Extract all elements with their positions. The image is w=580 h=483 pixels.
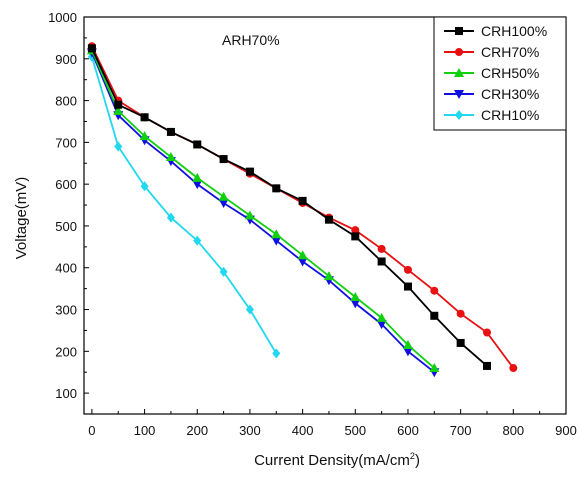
data-point [218,198,229,208]
data-point [245,304,254,315]
data-point [219,155,228,164]
legend-marker-CRH30% [454,90,464,99]
data-point [165,151,176,161]
x-tick-label: 400 [292,423,314,438]
data-point [271,236,282,246]
legend-label: CRH50% [481,65,539,81]
data-point [193,140,202,149]
data-point [351,232,360,241]
data-point [350,299,361,309]
data-point [430,311,439,320]
y-tick-label: 500 [55,219,77,234]
data-point [113,106,124,116]
data-point [376,320,387,330]
x-axis-label: Current Density(mA/cm2) [254,451,420,469]
data-point [271,229,282,239]
x-axis-label-main: Current Density(mA/cm [254,452,410,469]
y-tick-label: 400 [55,261,77,276]
data-point [87,44,96,53]
data-point [219,266,228,277]
data-point [166,127,175,136]
x-tick-label: 900 [555,423,577,438]
x-tick-label: 200 [186,423,208,438]
data-point [272,184,281,193]
data-point [166,212,175,223]
y-tick-label: 200 [55,344,77,359]
data-point [482,361,491,370]
y-tick-label: 1000 [48,10,77,25]
data-point [139,131,150,141]
data-point [192,180,203,190]
legend-label: CRH10% [481,107,539,123]
data-point [323,271,334,281]
x-tick-label: 700 [450,423,472,438]
series-line-CRH10% [91,56,278,354]
data-point [114,100,123,109]
legend-label: CRH70% [481,44,539,60]
data-point [376,312,387,322]
data-point [244,210,255,220]
data-point [456,309,465,318]
x-tick-label: 600 [397,423,419,438]
data-point [377,244,386,253]
y-tick-label: 900 [55,52,77,67]
x-tick-label: 300 [239,423,261,438]
data-point [324,215,333,224]
data-point [429,363,440,373]
x-tick-label: 500 [344,423,366,438]
plot-layer: 0 100 200 300 400 500 600 700 800 900 100 200 300 400… [48,10,577,438]
data-point [298,196,307,205]
data-point [509,364,518,373]
data-point [140,181,149,192]
data-point [430,286,439,295]
data-point [114,141,123,152]
data-point [350,291,361,301]
data-point [140,113,149,122]
x-tick-label: 0 [88,423,95,438]
series-line-CRH100% [91,47,488,367]
legend-marker-CRH100% [455,27,463,35]
data-point [272,348,281,359]
data-point [297,257,308,267]
data-point [402,347,413,357]
y-tick-label: 800 [55,94,77,109]
legend-marker-CRH10% [455,110,463,120]
y-tick-label: 100 [55,386,77,401]
y-tick-label: 300 [55,303,77,318]
data-point [402,340,413,350]
data-point [403,282,412,291]
data-point [351,226,360,235]
y-tick-label: 700 [55,135,77,150]
x-tick-label: 100 [134,423,156,438]
y-axis-label: Voltage(mV) [13,177,30,260]
legend-marker-CRH70% [455,48,463,56]
data-point [218,191,229,201]
y-tick-label: 600 [55,177,77,192]
plot-frame [83,16,567,415]
data-point [377,257,386,266]
data-point [482,328,491,337]
x-tick-label: 800 [502,423,524,438]
data-point [456,338,465,347]
legend-label: CRH30% [481,86,539,102]
chart-annotation: ARH70% [222,32,280,48]
data-point [297,250,308,260]
legend-label: CRH100% [481,23,547,39]
data-point [193,235,202,246]
data-point [192,172,203,182]
x-axis-label-close: ) [415,452,420,469]
legend: CRH100% CRH70% CRH50% CRH30% CRH10% [433,16,567,131]
data-point [403,265,412,274]
data-point [245,167,254,176]
x-axis-label-superscript: 2 [410,451,415,461]
legend-marker-CRH50% [454,68,464,77]
